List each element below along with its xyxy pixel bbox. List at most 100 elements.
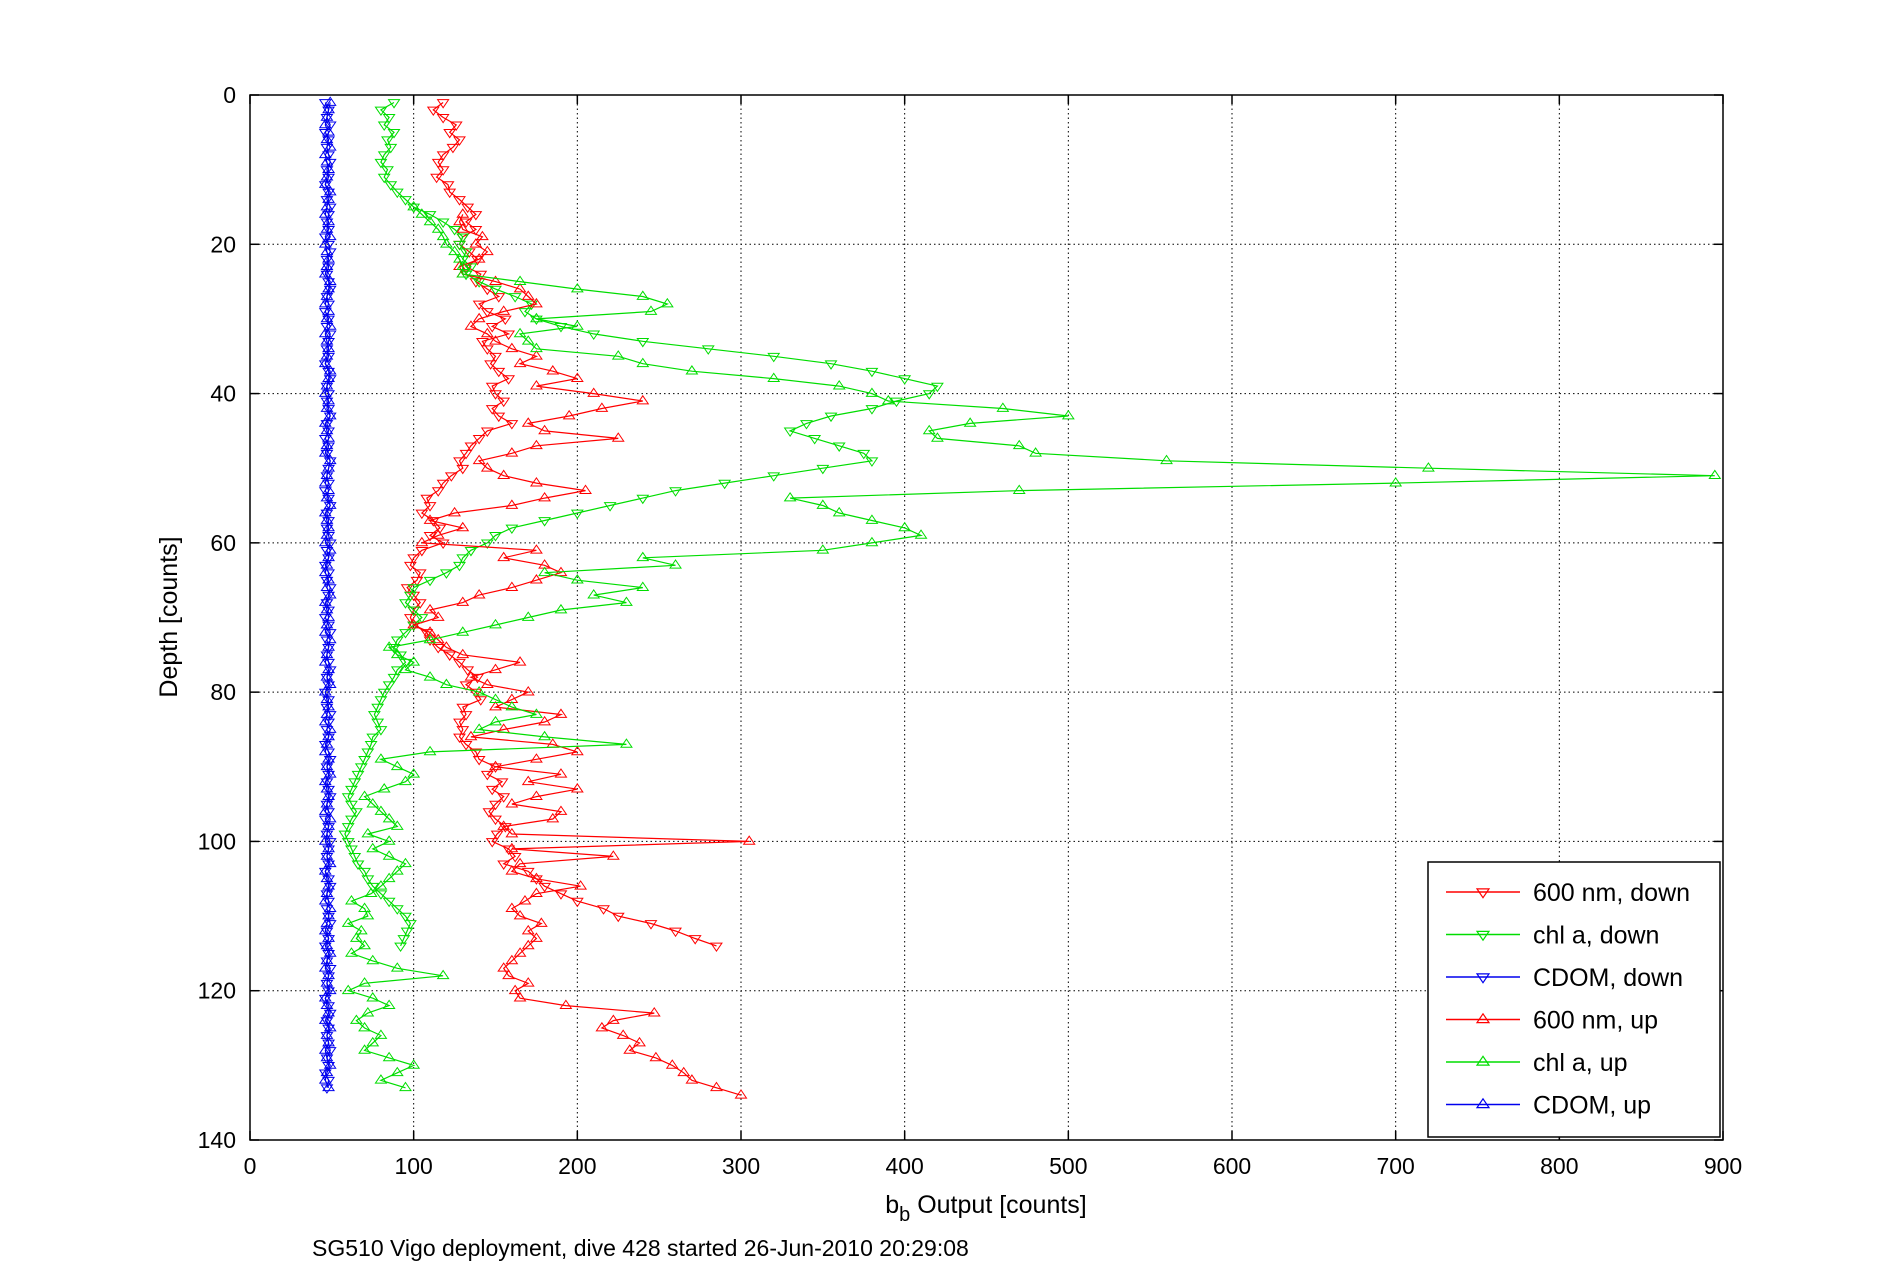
- data-point: [485, 382, 499, 393]
- data-point: [865, 367, 879, 378]
- data-point: [320, 693, 334, 703]
- data-point: [390, 760, 404, 771]
- data-point: [669, 927, 682, 938]
- data-point: [513, 357, 527, 368]
- data-point: [497, 820, 511, 830]
- x-tick-label: 200: [558, 1153, 596, 1179]
- data-point: [808, 434, 822, 445]
- data-point: [430, 173, 444, 184]
- data-point: [423, 514, 437, 524]
- data-point: [456, 703, 470, 714]
- data-point: [320, 290, 334, 300]
- data-point: [323, 588, 337, 599]
- data-point: [400, 584, 414, 594]
- data-point: [529, 439, 543, 450]
- data-point: [816, 464, 830, 475]
- data-point: [394, 651, 408, 661]
- data-point: [323, 768, 337, 778]
- data-point: [469, 238, 483, 248]
- data-point: [636, 357, 650, 368]
- data-point: [456, 554, 470, 564]
- data-point: [881, 394, 895, 405]
- data-point: [318, 208, 332, 218]
- data-point: [322, 972, 336, 982]
- data-point: [554, 890, 568, 900]
- data-point: [341, 823, 355, 833]
- legend-item-cdom-down: CDOM, down: [1446, 964, 1683, 992]
- data-point: [611, 350, 625, 360]
- legend-item-chl-a-down: chl a, down: [1446, 922, 1659, 950]
- data-point: [619, 738, 633, 748]
- data-point: [322, 790, 336, 801]
- data-point: [456, 521, 470, 532]
- data-point: [318, 178, 332, 188]
- data-point: [562, 409, 576, 420]
- data-point: [413, 599, 427, 609]
- data-point: [322, 932, 336, 942]
- data-point: [426, 106, 440, 117]
- data-point: [420, 494, 434, 505]
- data-point: [456, 260, 470, 271]
- data-point: [318, 417, 332, 427]
- data-point: [318, 656, 332, 666]
- data-point: [320, 1032, 334, 1042]
- data-point: [529, 544, 543, 554]
- x-tick-label: 600: [1213, 1153, 1251, 1179]
- data-point: [323, 544, 337, 554]
- y-tick-label: 120: [198, 978, 236, 1004]
- data-point: [320, 529, 334, 539]
- data-point: [505, 499, 519, 509]
- data-point: [351, 770, 365, 781]
- data-point: [318, 962, 332, 972]
- data-point: [816, 544, 830, 554]
- data-point: [669, 559, 682, 569]
- data-point: [318, 626, 332, 636]
- data-point: [382, 850, 396, 860]
- data-point: [505, 420, 519, 430]
- data-point: [505, 342, 519, 353]
- data-point: [322, 551, 336, 562]
- data-point: [431, 529, 445, 539]
- data-point: [323, 964, 337, 975]
- data-point: [464, 442, 478, 452]
- data-point: [323, 539, 337, 549]
- data-point: [485, 838, 499, 848]
- data-point: [508, 293, 522, 303]
- data-point: [322, 842, 336, 853]
- data-point: [497, 469, 511, 480]
- data-point: [320, 382, 334, 393]
- data-point: [382, 999, 396, 1009]
- data-point: [1160, 454, 1173, 465]
- data-point: [358, 902, 372, 912]
- legend-item-600-nm-up: 600 nm, up: [1446, 1007, 1658, 1035]
- data-point: [320, 917, 334, 927]
- data-point: [320, 977, 334, 987]
- series-line-chl-a-down: [344, 101, 939, 947]
- data-point: [410, 576, 424, 587]
- legend-label: 600 nm, up: [1533, 1007, 1658, 1035]
- data-point: [322, 394, 336, 405]
- data-point: [508, 984, 522, 995]
- data-point: [497, 962, 511, 972]
- x-tick-label: 300: [722, 1153, 760, 1179]
- data-point: [320, 439, 334, 450]
- data-point: [644, 305, 658, 315]
- data-point: [469, 211, 483, 221]
- data-point: [322, 643, 336, 654]
- data-point: [521, 335, 535, 345]
- data-point: [472, 588, 486, 599]
- data-point: [922, 390, 936, 400]
- data-point: [505, 842, 519, 853]
- data-point: [322, 253, 336, 263]
- data-point: [521, 290, 535, 300]
- data-point: [595, 402, 609, 412]
- data-point: [322, 554, 336, 564]
- data-point: [495, 778, 509, 788]
- data-point: [453, 215, 466, 226]
- data-point: [399, 775, 412, 786]
- data-point: [318, 994, 332, 1005]
- data-point: [400, 927, 414, 938]
- data-point: [570, 897, 584, 908]
- data-point: [597, 905, 610, 915]
- data-point: [443, 128, 457, 139]
